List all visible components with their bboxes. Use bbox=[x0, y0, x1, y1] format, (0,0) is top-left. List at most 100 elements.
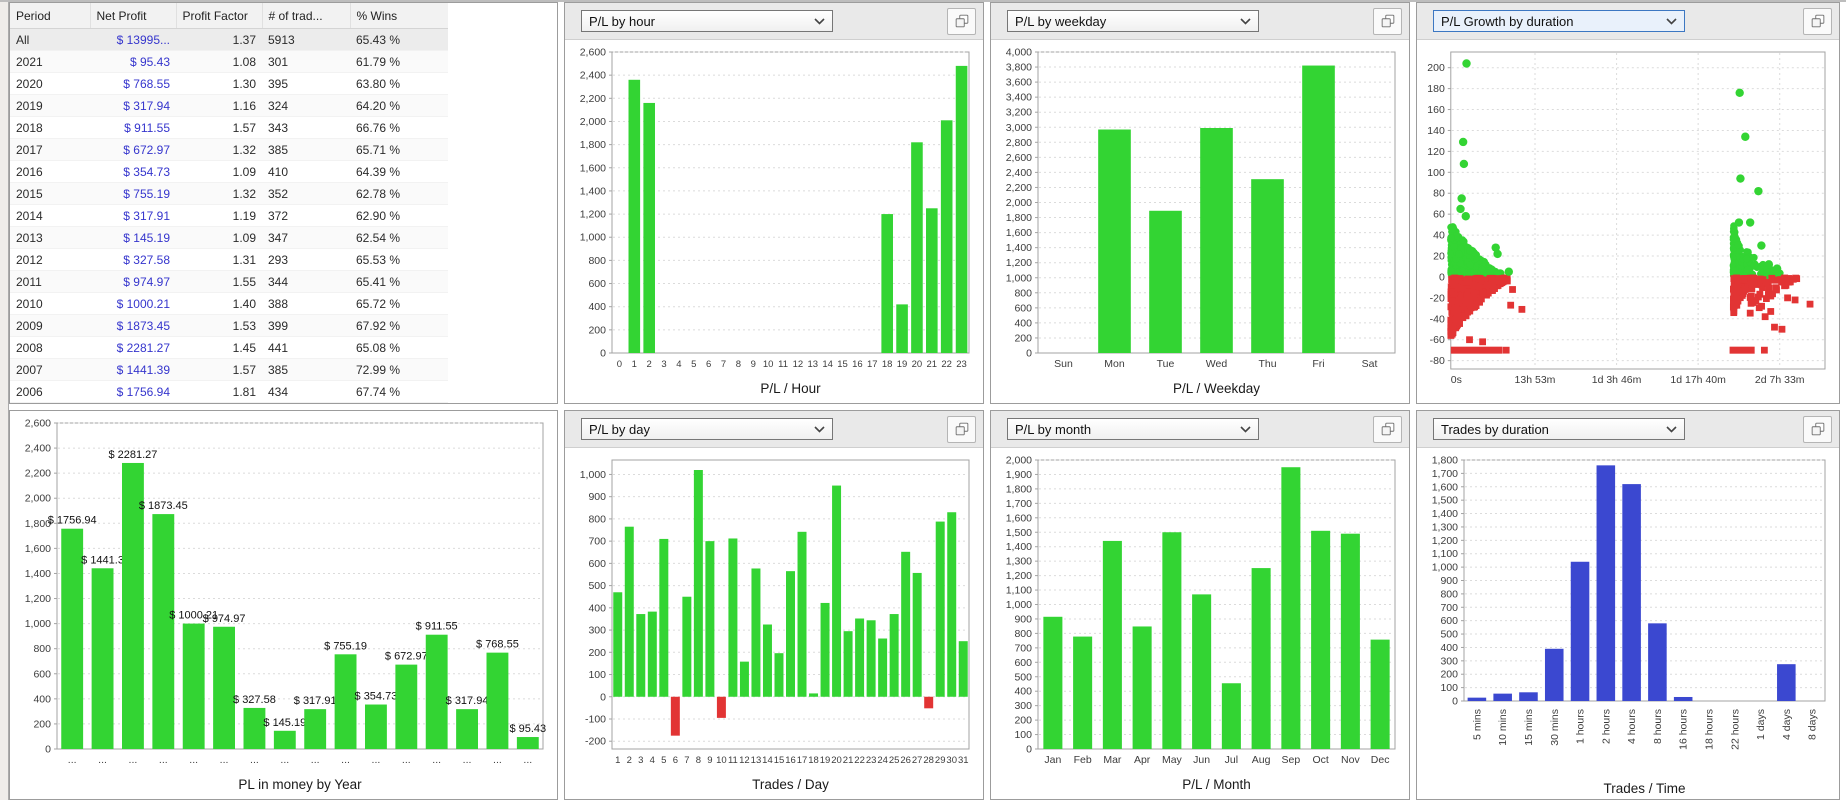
chart-type-dropdown[interactable]: Trades by duration bbox=[1433, 418, 1685, 440]
scatter-point bbox=[1462, 312, 1470, 320]
copy-chart-button[interactable] bbox=[947, 7, 976, 35]
y-tick-label: 800 bbox=[1014, 628, 1032, 640]
scatter-band bbox=[1450, 346, 1503, 354]
copy-chart-button[interactable] bbox=[1373, 415, 1402, 443]
table-row[interactable]: 2020 $ 768.55 1.30 395 63.80 % bbox=[10, 72, 448, 95]
y-tick-label: 200 bbox=[1014, 332, 1032, 344]
y-tick-label: 120 bbox=[1427, 146, 1445, 158]
panel-pl-by-day: P/L by day -200 -100 0 100 200 300 400 500 600 70… bbox=[564, 410, 984, 800]
cell-pct-wins: 65.53 % bbox=[350, 248, 448, 271]
scatter-point bbox=[1772, 264, 1782, 273]
col-header-pct-wins[interactable]: % Wins bbox=[350, 3, 448, 29]
y-tick-label: 0 bbox=[1026, 744, 1032, 756]
cell-net-profit: $ 354.73 bbox=[90, 160, 176, 183]
chart-type-dropdown[interactable]: P/L by weekday bbox=[1007, 10, 1259, 32]
scatter-point bbox=[1448, 321, 1456, 329]
cell-num-trades: 344 bbox=[262, 270, 350, 293]
x-tick-label: Thu bbox=[1258, 358, 1276, 370]
cell-num-trades: 410 bbox=[262, 160, 350, 183]
table-row[interactable]: All $ 13995... 1.37 5913 65.43 % bbox=[10, 28, 448, 51]
cell-num-trades: 399 bbox=[262, 314, 350, 337]
col-header-net-profit[interactable]: Net Profit bbox=[90, 3, 177, 29]
chart-header: P/L by hour bbox=[565, 3, 983, 40]
scatter-point bbox=[1756, 290, 1764, 298]
bar bbox=[926, 208, 938, 353]
y-tick-label: 2,400 bbox=[25, 443, 51, 455]
scatter-point bbox=[1447, 267, 1455, 275]
copy-icon bbox=[955, 14, 968, 28]
chart-type-dropdown[interactable]: P/L by month bbox=[1007, 418, 1259, 440]
scatter-point bbox=[1782, 282, 1790, 289]
table-row[interactable]: 2008 $ 2281.27 1.45 441 65.08 % bbox=[10, 336, 448, 359]
cell-net-profit: $ 1873.45 bbox=[90, 314, 176, 337]
scatter-point bbox=[1452, 305, 1460, 312]
x-tick-label: 18 hours bbox=[1703, 709, 1715, 750]
table-row[interactable]: 2013 $ 145.19 1.09 347 62.54 % bbox=[10, 226, 448, 249]
y-tick-label: 300 bbox=[1014, 700, 1032, 712]
cell-pct-wins: 61.79 % bbox=[350, 50, 448, 73]
cell-period: 2014 bbox=[10, 204, 90, 227]
bar bbox=[1251, 179, 1284, 353]
bar bbox=[739, 661, 749, 697]
scatter-point bbox=[1743, 248, 1751, 256]
table-row[interactable]: 2016 $ 354.73 1.09 410 64.39 % bbox=[10, 160, 448, 183]
plot-area bbox=[611, 51, 970, 354]
table-row[interactable]: 2007 $ 1441.39 1.57 385 72.99 % bbox=[10, 358, 448, 381]
table-row[interactable]: 2018 $ 911.55 1.57 343 66.76 % bbox=[10, 116, 448, 139]
col-header-profit-factor[interactable]: Profit Factor bbox=[176, 3, 263, 29]
scatter-point bbox=[1471, 282, 1478, 290]
y-tick-label: 1,400 bbox=[580, 185, 606, 197]
x-tick-label: 2 hours bbox=[1600, 709, 1612, 744]
y-tick-label: 500 bbox=[588, 580, 606, 592]
scatter-point bbox=[1791, 296, 1799, 304]
y-tick-label: 200 bbox=[588, 324, 606, 336]
x-tick-label: 30 mins bbox=[1549, 709, 1561, 746]
chart-type-dropdown[interactable]: P/L by day bbox=[581, 418, 833, 440]
table-row[interactable]: 2021 $ 95.43 1.08 301 61.79 % bbox=[10, 50, 448, 73]
scatter-point bbox=[1454, 268, 1462, 277]
scatter-point bbox=[1486, 269, 1494, 277]
window-left-splitter[interactable] bbox=[0, 2, 9, 800]
y-tick-label: 3,600 bbox=[1006, 77, 1032, 89]
panel-grid: Period Net Profit Profit Factor # of tra… bbox=[9, 2, 1846, 800]
col-header-period[interactable]: Period bbox=[10, 3, 91, 29]
table-row[interactable]: 2011 $ 974.97 1.55 344 65.41 % bbox=[10, 270, 448, 293]
y-tick-label: 400 bbox=[33, 693, 51, 705]
copy-chart-button[interactable] bbox=[1803, 415, 1832, 443]
y-tick-label: 800 bbox=[588, 513, 606, 525]
table-row[interactable]: 2014 $ 317.91 1.19 372 62.90 % bbox=[10, 204, 448, 227]
x-tick-label: 16 bbox=[785, 755, 796, 766]
chart-type-dropdown[interactable]: P/L by hour bbox=[581, 10, 833, 32]
bar bbox=[647, 611, 657, 697]
table-row[interactable]: 2009 $ 1873.45 1.53 399 67.92 % bbox=[10, 314, 448, 337]
y-tick-label: 800 bbox=[1440, 588, 1458, 600]
col-header-num-trades[interactable]: # of trad... bbox=[262, 3, 351, 29]
chart-type-dropdown[interactable]: P/L Growth by duration bbox=[1433, 10, 1685, 32]
y-tick-label: 600 bbox=[1014, 657, 1032, 669]
copy-chart-button[interactable] bbox=[1373, 7, 1402, 35]
stats-table-wrap: Period Net Profit Profit Factor # of tra… bbox=[10, 3, 557, 403]
scatter-point bbox=[1458, 312, 1466, 320]
bar bbox=[1777, 664, 1796, 701]
table-row[interactable]: 2012 $ 327.58 1.31 293 65.53 % bbox=[10, 248, 448, 271]
table-row[interactable]: 2010 $ 1000.21 1.40 388 65.72 % bbox=[10, 292, 448, 315]
copy-chart-button[interactable] bbox=[1803, 7, 1832, 35]
copy-chart-button[interactable] bbox=[947, 415, 976, 443]
cell-num-trades: 352 bbox=[262, 182, 350, 205]
axis-title: Trades / Time bbox=[1603, 781, 1685, 796]
cell-num-trades: 5913 bbox=[262, 28, 350, 51]
table-row[interactable]: 2015 $ 755.19 1.32 352 62.78 % bbox=[10, 182, 448, 205]
x-tick-label: Jan bbox=[1044, 754, 1061, 766]
pl-by-hour-chart: 02004006008001,0001,2001,4001,6001,8002,… bbox=[580, 47, 970, 396]
y-tick-label: 1,400 bbox=[1006, 541, 1032, 553]
cell-num-trades: 347 bbox=[262, 226, 350, 249]
bar-value-label: $ 1441.3 bbox=[81, 554, 124, 566]
scatter-point bbox=[1466, 300, 1474, 307]
table-row[interactable]: 2006 $ 1756.94 1.81 434 67.74 % bbox=[10, 380, 448, 403]
x-tick-label: ... bbox=[493, 754, 502, 766]
cell-num-trades: 372 bbox=[262, 204, 350, 227]
bar bbox=[1596, 465, 1616, 701]
y-tick-label: 700 bbox=[1014, 642, 1032, 654]
table-row[interactable]: 2017 $ 672.97 1.32 385 65.71 % bbox=[10, 138, 448, 161]
table-row[interactable]: 2019 $ 317.94 1.16 324 64.20 % bbox=[10, 94, 448, 117]
